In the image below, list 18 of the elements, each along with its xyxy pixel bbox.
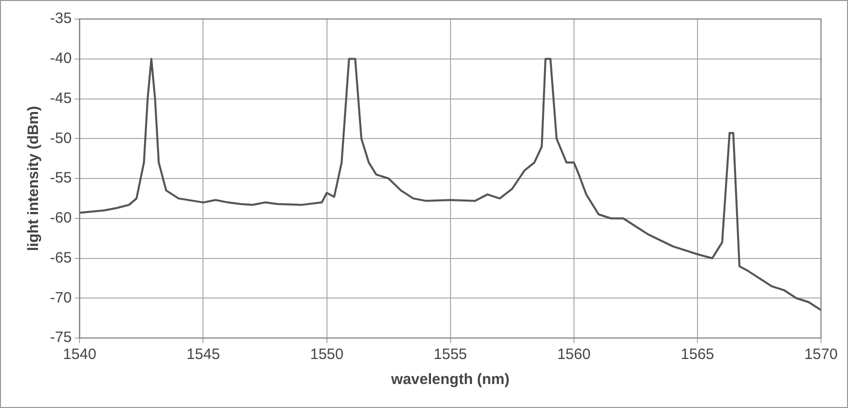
y-tick-label: -50 — [50, 130, 72, 147]
y-axis-title: light intensity (dBm) — [25, 106, 42, 251]
x-axis-title: wavelength (nm) — [390, 371, 510, 388]
x-tick-label: 1540 — [62, 346, 96, 364]
y-tick-label: -70 — [50, 289, 72, 306]
x-tick-label: 1560 — [557, 346, 591, 364]
y-tick-label: -65 — [50, 249, 72, 266]
x-tick-label: 1545 — [186, 346, 220, 364]
x-tick-label: 1550 — [310, 346, 344, 364]
y-tick-label: -40 — [50, 50, 72, 68]
x-tick-label: 1570 — [804, 346, 838, 364]
y-tick-label: -45 — [50, 90, 72, 107]
x-tick-label: 1555 — [434, 346, 468, 364]
y-tick-label: -55 — [50, 170, 72, 187]
y-tick-label: -60 — [50, 210, 72, 227]
y-tick-label: -75 — [50, 329, 72, 346]
x-tick-label: 1565 — [680, 346, 714, 364]
y-tick-label: -35 — [50, 10, 72, 28]
